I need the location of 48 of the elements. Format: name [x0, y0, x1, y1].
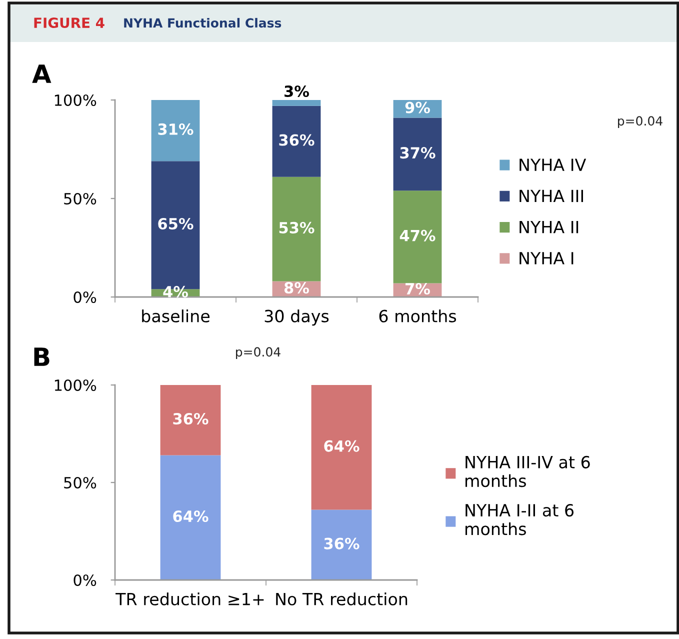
text: NYHA Functional Class	[124, 18, 282, 28]
data-label: 64%	[324, 440, 360, 452]
bar	[311, 510, 372, 580]
x-tick-label: TR reduction ≥1+	[116, 592, 264, 606]
data-label: 3%	[284, 85, 309, 98]
data-label: 37%	[400, 147, 436, 159]
bar	[160, 385, 221, 456]
bar	[151, 100, 200, 162]
data-label: 31%	[158, 123, 194, 135]
legend-label: NYHA IV	[520, 158, 586, 171]
bar	[393, 118, 442, 191]
x-tick-label: No TR reduction	[276, 592, 408, 606]
data-label: 64%	[173, 510, 208, 522]
y-tick-label: 50%	[64, 476, 96, 489]
bar	[311, 385, 372, 510]
x-tick-label: 6 months	[379, 310, 456, 322]
chart-title: B	[34, 348, 50, 366]
data-label: 8%	[284, 282, 309, 294]
legend-label: NYHA I-II at 6 months	[466, 504, 574, 536]
x-tick-label: baseline	[142, 310, 210, 322]
data-label: 47%	[400, 230, 436, 242]
bar	[272, 106, 321, 177]
bar	[272, 176, 321, 282]
data-label: 7%	[406, 282, 430, 295]
data-label: 65%	[158, 218, 194, 230]
legend-label: NYHA II	[520, 221, 578, 234]
y-tick-label: 100%	[54, 94, 96, 106]
legend-label: NYHA III	[520, 190, 583, 202]
data-label: 36%	[324, 538, 360, 550]
text: p=0.04	[618, 116, 662, 128]
legend-label: NYHA I	[520, 252, 574, 264]
bar	[393, 190, 442, 284]
bar	[272, 100, 321, 106]
y-tick-label: 100%	[54, 379, 96, 392]
data-label: 53%	[279, 222, 314, 234]
data-label: 36%	[279, 134, 314, 146]
caption: FIGURE 4	[34, 18, 104, 28]
data-label: 9%	[405, 102, 430, 114]
x-tick-label: 30 days	[264, 310, 329, 326]
y-tick-label: 0%	[74, 291, 96, 304]
chart-title: A	[32, 64, 52, 83]
y-tick-label: 0%	[74, 574, 96, 586]
legend-label: NYHA III-IV at 6 months	[466, 456, 590, 488]
y-tick-label: 50%	[64, 192, 96, 205]
data-label: 36%	[173, 412, 208, 425]
data-label: 4%	[163, 286, 188, 298]
text: p=0.04	[236, 347, 280, 360]
bar	[160, 455, 221, 580]
